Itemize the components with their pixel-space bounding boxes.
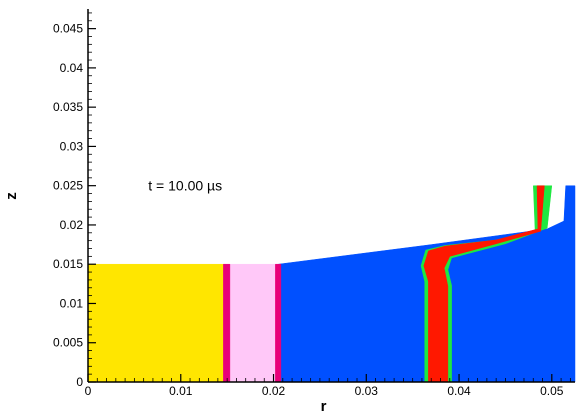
magenta-interface-left xyxy=(223,263,231,383)
red-band-column xyxy=(423,185,545,383)
y-axis-label: z xyxy=(3,192,20,200)
magenta-interface-right xyxy=(275,263,282,383)
y-tick-label: 0.03 xyxy=(60,139,84,153)
y-tick-label: 0 xyxy=(76,375,83,389)
y-tick-label: 0.005 xyxy=(53,336,83,350)
x-axis-label: r xyxy=(321,398,327,415)
x-tick-label: 0.04 xyxy=(447,384,471,398)
y-tick-label: 0.01 xyxy=(60,296,84,310)
x-tick-label: 0.03 xyxy=(355,384,379,398)
y-tick-label: 0.015 xyxy=(53,257,83,271)
y-tick-label: 0.025 xyxy=(53,179,83,193)
y-tick-label: 0.035 xyxy=(53,100,83,114)
axes xyxy=(87,9,575,383)
time-annotation: t = 10.00 µs xyxy=(148,178,222,194)
y-tick-label: 0.02 xyxy=(60,218,84,232)
x-tick-label: 0.02 xyxy=(262,384,286,398)
ticks: 0 0.01 0.02 0.03 0.04 0.05 0 0.005 0.01 0.015 0.02… xyxy=(53,12,571,398)
x-tick-label: 0.05 xyxy=(540,384,564,398)
field-regions xyxy=(87,185,576,383)
yellow-region xyxy=(87,263,226,383)
x-tick-label: 0 xyxy=(85,384,92,398)
y-tick-label: 0.04 xyxy=(60,61,84,75)
y-tick-label: 0.045 xyxy=(53,22,83,36)
x-tick-label: 0.01 xyxy=(169,384,193,398)
pink-region xyxy=(225,263,279,383)
